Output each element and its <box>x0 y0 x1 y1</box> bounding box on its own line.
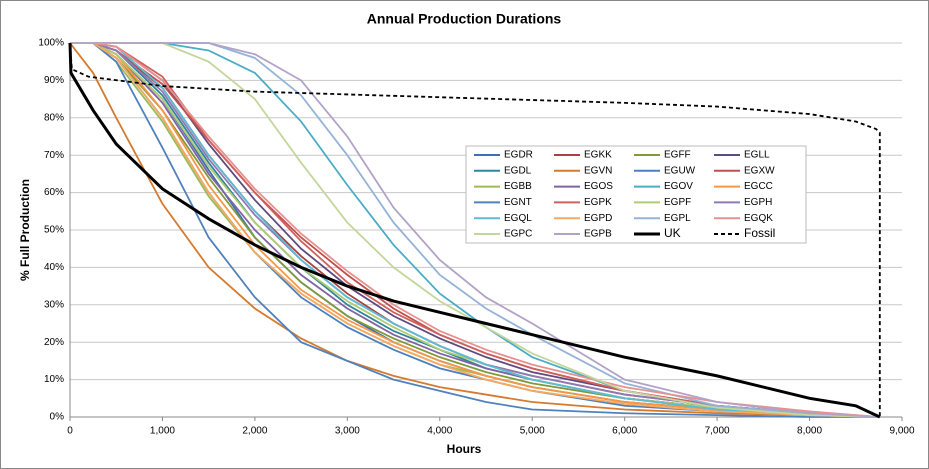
legend-label: EGKK <box>584 150 612 161</box>
x-tick-label: 6,000 <box>612 426 637 437</box>
series-line <box>70 42 880 418</box>
legend-label: EGQL <box>504 213 532 224</box>
legend-label: EGVN <box>584 165 612 176</box>
legend-label: EGPL <box>664 213 691 224</box>
x-tick-label: 7,000 <box>705 426 730 437</box>
series-line <box>70 42 880 418</box>
x-tick-label: 5,000 <box>520 426 545 437</box>
legend: EGDR EGKK EGFF EGLL EGDL EGVN EGUW EGXW EGBB EGOS… <box>465 145 807 244</box>
legend-label: EGPD <box>584 213 612 224</box>
legend-label: EGPK <box>584 197 612 208</box>
legend-label: EGDR <box>504 150 533 161</box>
legend-label: EGNT <box>504 197 532 208</box>
legend-label: EGLL <box>744 150 770 161</box>
y-tick-label: 10% <box>44 374 64 385</box>
legend-label: EGUW <box>664 165 696 176</box>
legend-label: EGXW <box>744 165 775 176</box>
y-tick-label: 30% <box>44 299 64 310</box>
legend-label: EGPC <box>504 229 532 240</box>
x-axis-label: Hours <box>447 442 482 456</box>
legend-label: EGQK <box>744 213 773 224</box>
legend-box <box>465 145 807 244</box>
y-tick-label: 80% <box>44 112 64 123</box>
x-tick-label: 4,000 <box>427 426 452 437</box>
y-tick-label: 40% <box>44 262 64 273</box>
series-line <box>70 42 880 418</box>
series-line <box>70 42 880 418</box>
legend-label: EGOV <box>664 181 693 192</box>
legend-label: EGPB <box>584 229 612 240</box>
legend-label: UK <box>664 226 681 240</box>
legend-label: EGBB <box>504 181 532 192</box>
legend-label: EGDL <box>504 165 532 176</box>
x-tick-label: 1,000 <box>150 426 175 437</box>
x-tick-label: 0 <box>67 426 73 437</box>
y-tick-label: 100% <box>38 38 64 49</box>
legend-label: EGPF <box>664 197 691 208</box>
legend-label: EGFF <box>664 150 691 161</box>
series-line <box>69 42 881 417</box>
x-tick-label: 8,000 <box>797 426 822 437</box>
x-tick-label: 3,000 <box>335 426 360 437</box>
series-line <box>69 42 880 418</box>
series-line <box>70 42 880 418</box>
y-tick-label: 20% <box>44 337 64 348</box>
legend-label: EGCC <box>744 181 773 192</box>
y-axis-label: % Full Production <box>18 179 32 281</box>
series-line <box>68 42 881 419</box>
chart-title: Annual Production Durations <box>367 11 562 27</box>
x-tick-label: 9,000 <box>889 426 914 437</box>
y-tick-label: 0% <box>50 412 65 423</box>
legend-label: Fossil <box>744 226 775 240</box>
y-tick-label: 70% <box>44 150 64 161</box>
series-line <box>70 42 880 418</box>
legend-label: EGPH <box>744 197 772 208</box>
x-tick-label: 2,000 <box>242 426 267 437</box>
y-tick-label: 60% <box>44 187 64 198</box>
legend-label: EGOS <box>584 181 613 192</box>
series-line <box>70 42 880 418</box>
y-tick-label: 90% <box>44 75 64 86</box>
y-tick-label: 50% <box>44 225 64 236</box>
series-line <box>70 42 880 418</box>
